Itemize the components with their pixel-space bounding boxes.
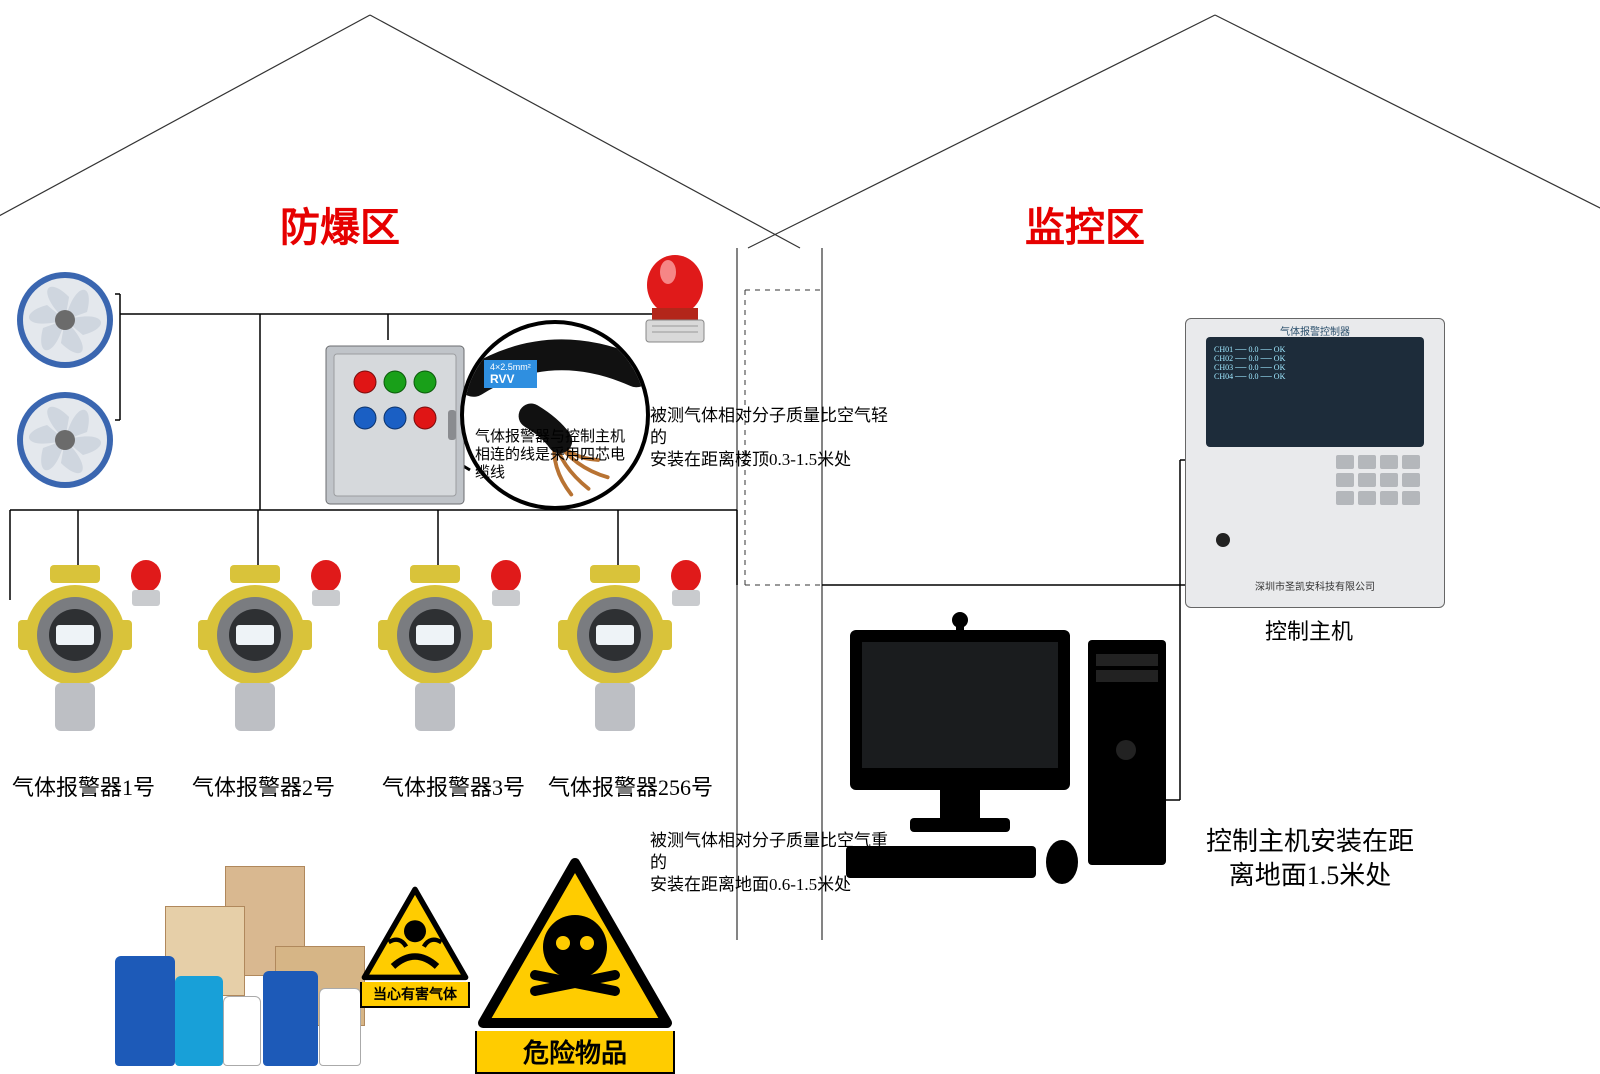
gas-detector-icon (550, 565, 680, 745)
cable-spec-label: 4×2.5mm² (490, 362, 531, 372)
control-host-panel-icon: 气体报警控制器 CH01 ── 0.0 ── OK CH02 ── 0.0 ──… (1185, 318, 1445, 608)
detector-beacon-icon (668, 560, 704, 610)
zone-title-explosion: 防爆区 (280, 195, 400, 253)
control-panel-label: 控制主机 (1265, 614, 1353, 646)
detector2-label: 气体报警器2号 (192, 770, 335, 802)
detector4-label: 气体报警器256号 (548, 770, 713, 802)
exhaust-fan-icon (15, 390, 115, 490)
panel-screen: CH01 ── 0.0 ── OK CH02 ── 0.0 ── OK CH03… (1206, 337, 1424, 447)
dangerous-goods-caption: 危险物品 (475, 1031, 675, 1074)
detector-beacon-icon (488, 560, 524, 610)
note-light-gas: 被测气体相对分子质量比空气轻的 安装在距离楼顶0.3-1.5米处 (650, 405, 890, 471)
exhaust-fan-icon (15, 270, 115, 370)
detector1-label: 气体报警器1号 (12, 770, 155, 802)
panel-header-label: 气体报警控制器 (1186, 323, 1444, 338)
computer-workstation-icon (840, 600, 1180, 890)
detector-beacon-icon (128, 560, 164, 610)
zone-title-monitoring: 监控区 (1025, 195, 1145, 253)
panel-brand-label: 深圳市圣凯安科技有限公司 (1186, 578, 1444, 593)
distribution-box-icon (320, 340, 470, 510)
gas-detector-icon (190, 565, 320, 745)
panel-keyhole-icon (1216, 533, 1230, 547)
panel-keypad-icon (1336, 455, 1426, 515)
note-panel-install: 控制主机安装在距 离地面1.5米处 (1170, 825, 1450, 893)
gas-detector-icon (370, 565, 500, 745)
chemical-storage-icon (105, 866, 385, 1066)
gas-detector-icon (10, 565, 140, 745)
toxic-gas-warning-sign: 当心有害气体 (360, 885, 470, 1008)
alarm-beacon-icon (640, 250, 710, 350)
cable-type-label: RVV (490, 372, 531, 386)
cable-note-text: 气体报警器与控制主机 相连的线是采用四芯电缆线 (475, 428, 635, 482)
detector-beacon-icon (308, 560, 344, 610)
dangerous-goods-sign: 危险物品 (475, 855, 675, 1074)
detector3-label: 气体报警器3号 (382, 770, 525, 802)
toxic-gas-caption: 当心有害气体 (360, 982, 470, 1008)
